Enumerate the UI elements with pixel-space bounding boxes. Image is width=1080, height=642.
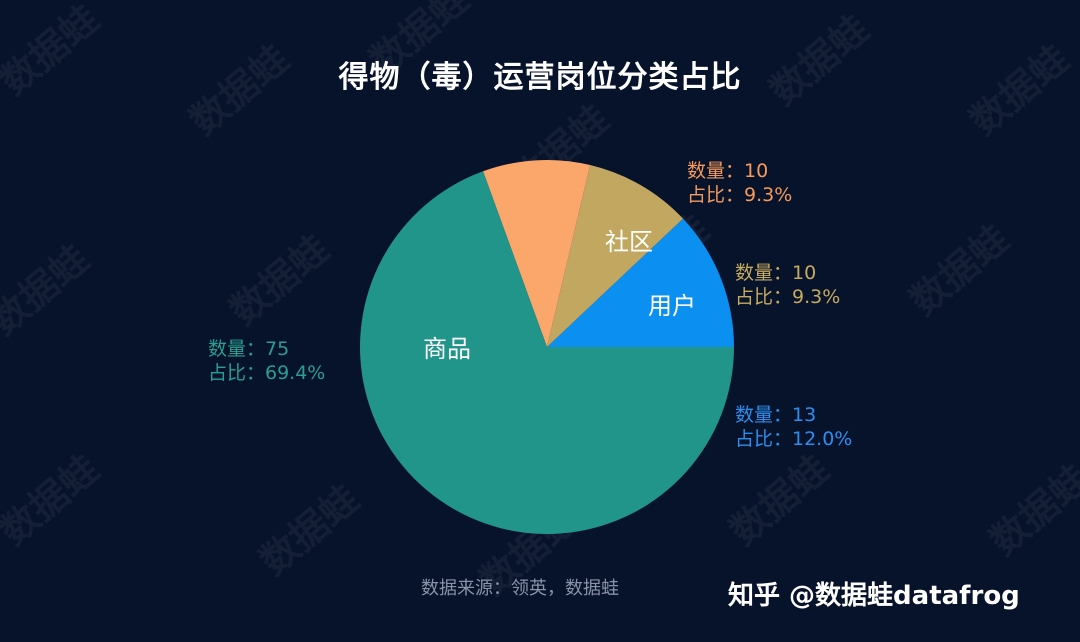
pie-slice-用户 [547,165,684,347]
slice-name-label: 商品 [423,335,471,363]
slice-percent-label: 占比：9.3% [687,184,792,206]
slice-name-label: 社区 [605,228,653,256]
data-source-note: 数据来源：领英，数据蛙 [421,578,619,599]
pie-slice-商家 [547,218,734,347]
slice-count-label: 数量：10 [735,262,816,284]
slice-percent-label: 占比：12.0% [735,428,852,450]
slice-name-label: 用户 [648,292,696,320]
pie-slice-社区 [483,159,591,347]
slice-count-label: 数量：75 [208,338,289,360]
brand-watermark: 知乎 @数据蛙datafrog [728,581,1020,611]
slice-count-label: 数量：10 [687,160,768,182]
slice-percent-label: 占比：9.3% [735,286,840,308]
slice-percent-label: 占比：69.4% [208,362,325,384]
slice-count-label: 数量：13 [735,404,816,426]
pie-slice-商品 [359,171,734,535]
chart-title: 得物（毒）运营岗位分类占比 [338,60,742,95]
